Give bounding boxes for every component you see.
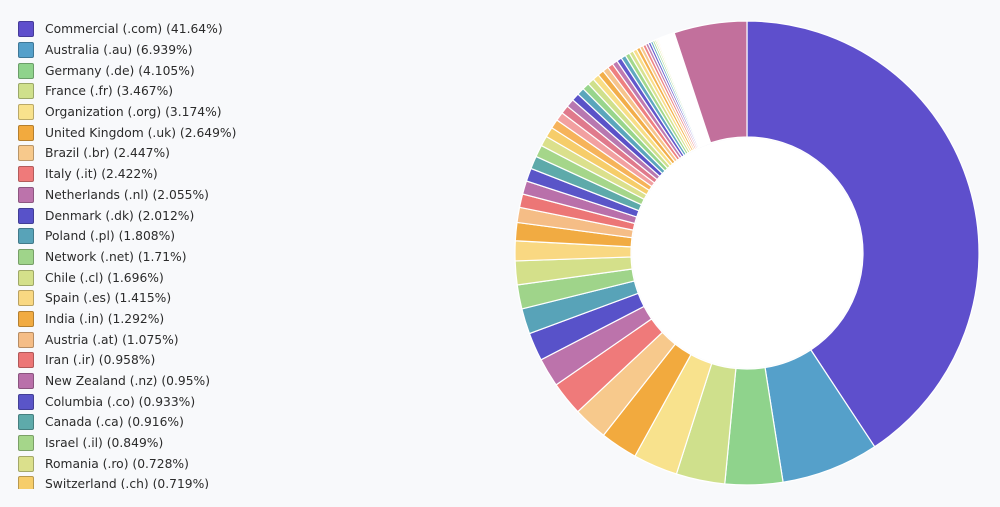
legend-swatch xyxy=(18,186,34,203)
legend: Commercial (.com) (41.64%) Australia (.au… xyxy=(18,19,348,489)
legend-item[interactable]: France (.fr) (3.467%) xyxy=(18,81,348,102)
legend-label: Israel (.il) (0.849%) xyxy=(45,436,164,451)
legend-item[interactable]: Romania (.ro) (0.728%) xyxy=(18,453,348,474)
legend-swatch xyxy=(18,373,34,390)
legend-swatch xyxy=(18,476,34,489)
legend-swatch xyxy=(18,352,34,369)
legend-label: India (.in) (1.292%) xyxy=(45,311,165,326)
legend-swatch xyxy=(18,290,34,307)
legend-swatch xyxy=(18,435,34,452)
legend-swatch xyxy=(18,62,34,79)
legend-item[interactable]: Spain (.es) (1.415%) xyxy=(18,288,348,309)
donut-slice[interactable] xyxy=(746,20,980,448)
legend-swatch xyxy=(18,42,34,59)
legend-item[interactable]: New Zealand (.nz) (0.95%) xyxy=(18,371,348,392)
legend-item[interactable]: Brazil (.br) (2.447%) xyxy=(18,143,348,164)
legend-label: Switzerland (.ch) (0.719%) xyxy=(45,477,210,489)
legend-swatch xyxy=(18,207,34,224)
legend-swatch xyxy=(18,269,34,286)
legend-item[interactable]: Iran (.ir) (0.958%) xyxy=(18,350,348,371)
legend-item[interactable]: Italy (.it) (2.422%) xyxy=(18,164,348,185)
legend-label: Network (.net) (1.71%) xyxy=(45,249,187,264)
legend-label: Canada (.ca) (0.916%) xyxy=(45,415,184,430)
legend-label: Romania (.ro) (0.728%) xyxy=(45,456,189,471)
legend-label: Denmark (.dk) (2.012%) xyxy=(45,208,195,223)
legend-item[interactable]: Poland (.pl) (1.808%) xyxy=(18,226,348,247)
legend-swatch xyxy=(18,393,34,410)
legend-swatch xyxy=(18,145,34,162)
donut-slice[interactable] xyxy=(673,20,748,144)
legend-label: Australia (.au) (6.939%) xyxy=(45,43,193,58)
legend-label: Chile (.cl) (1.696%) xyxy=(45,270,164,285)
legend-item[interactable]: India (.in) (1.292%) xyxy=(18,309,348,330)
legend-item[interactable]: Germany (.de) (4.105%) xyxy=(18,60,348,81)
legend-label: Columbia (.co) (0.933%) xyxy=(45,394,196,409)
legend-item[interactable]: Australia (.au) (6.939%) xyxy=(18,40,348,61)
legend-item[interactable]: Columbia (.co) (0.933%) xyxy=(18,391,348,412)
legend-swatch xyxy=(18,455,34,472)
legend-item[interactable]: Network (.net) (1.71%) xyxy=(18,247,348,268)
legend-item[interactable]: Switzerland (.ch) (0.719%) xyxy=(18,474,348,489)
legend-item[interactable]: Commercial (.com) (41.64%) xyxy=(18,19,348,40)
legend-item[interactable]: Canada (.ca) (0.916%) xyxy=(18,412,348,433)
legend-label: Austria (.at) (1.075%) xyxy=(45,332,179,347)
legend-item[interactable]: Denmark (.dk) (2.012%) xyxy=(18,205,348,226)
legend-label: New Zealand (.nz) (0.95%) xyxy=(45,374,211,389)
legend-swatch xyxy=(18,414,34,431)
legend-item[interactable]: Chile (.cl) (1.696%) xyxy=(18,267,348,288)
legend-label: Poland (.pl) (1.808%) xyxy=(45,229,176,244)
legend-swatch xyxy=(18,21,34,38)
donut-hole xyxy=(632,138,862,368)
legend-swatch xyxy=(18,331,34,348)
legend-swatch xyxy=(18,166,34,183)
legend-label: Germany (.de) (4.105%) xyxy=(45,63,195,78)
legend-label: Netherlands (.nl) (2.055%) xyxy=(45,187,209,202)
legend-item[interactable]: Austria (.at) (1.075%) xyxy=(18,329,348,350)
legend-label: United Kingdom (.uk) (2.649%) xyxy=(45,125,237,140)
legend-item[interactable]: Organization (.org) (3.174%) xyxy=(18,102,348,123)
legend-label: Commercial (.com) (41.64%) xyxy=(45,22,223,37)
legend-label: Brazil (.br) (2.447%) xyxy=(45,146,170,161)
legend-item[interactable]: Israel (.il) (0.849%) xyxy=(18,433,348,454)
legend-label: Italy (.it) (2.422%) xyxy=(45,167,158,182)
legend-swatch xyxy=(18,124,34,141)
legend-item[interactable]: Netherlands (.nl) (2.055%) xyxy=(18,185,348,206)
legend-swatch xyxy=(18,104,34,121)
legend-swatch xyxy=(18,248,34,265)
legend-label: Iran (.ir) (0.958%) xyxy=(45,353,156,368)
legend-label: Spain (.es) (1.415%) xyxy=(45,291,172,306)
legend-swatch xyxy=(18,83,34,100)
legend-item[interactable]: United Kingdom (.uk) (2.649%) xyxy=(18,122,348,143)
legend-swatch xyxy=(18,228,34,245)
legend-label: France (.fr) (3.467%) xyxy=(45,84,174,99)
legend-label: Organization (.org) (3.174%) xyxy=(45,105,222,120)
legend-swatch xyxy=(18,310,34,327)
